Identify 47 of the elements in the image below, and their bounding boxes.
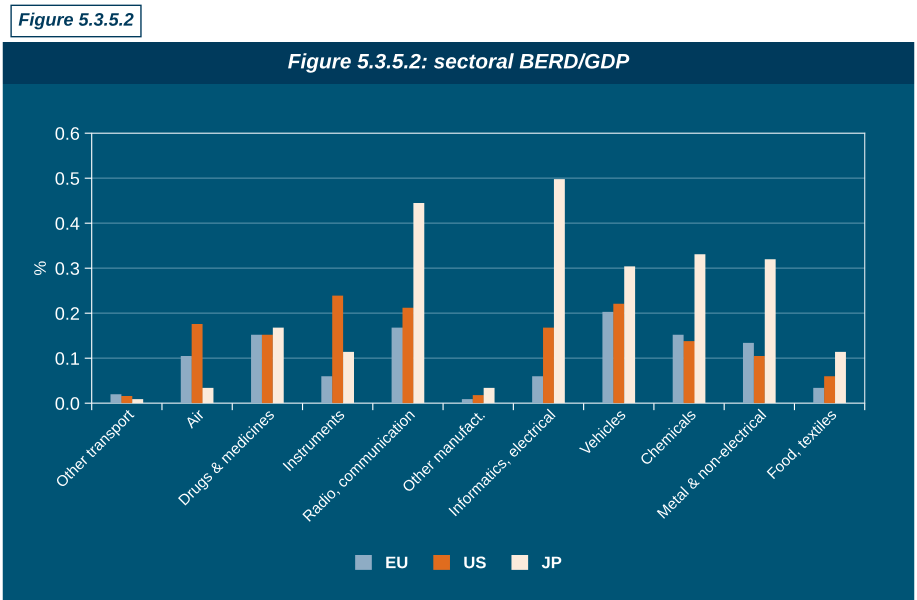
bar	[694, 254, 706, 404]
bar	[202, 388, 214, 404]
y-tick-label: 0.1	[56, 352, 80, 365]
bar	[132, 399, 144, 404]
bar	[813, 388, 824, 404]
bar	[472, 395, 484, 404]
bar	[835, 352, 846, 404]
bar	[121, 396, 132, 404]
bar	[343, 352, 354, 404]
bar	[192, 324, 203, 404]
bar	[672, 334, 684, 404]
chart-title: Figure 5.3.5.2: sectoral BERD/GDP	[288, 53, 630, 73]
legend-label: JP	[542, 556, 562, 568]
bar	[764, 259, 776, 404]
y-tick-label: 0.6	[56, 127, 80, 140]
bar	[742, 342, 754, 404]
bar	[624, 266, 636, 404]
bar	[392, 328, 402, 404]
legend-label: US	[464, 556, 486, 568]
bar	[272, 328, 284, 404]
bar	[321, 376, 332, 404]
bar	[180, 356, 192, 404]
bar	[262, 334, 273, 404]
bar	[110, 394, 122, 404]
y-tick-label: 0.0	[56, 397, 80, 410]
x-tick-label: Air	[184, 408, 205, 429]
bar	[484, 388, 495, 404]
bar	[332, 296, 344, 404]
bar	[413, 202, 424, 404]
legend-label: EU	[386, 556, 408, 568]
y-axis-title: %	[34, 261, 46, 276]
bar	[532, 376, 544, 404]
bar	[462, 399, 473, 404]
bar	[554, 179, 565, 404]
y-tick-label: 0.5	[56, 172, 80, 185]
bar	[402, 308, 414, 404]
y-tick-label: 0.3	[56, 262, 80, 275]
bar	[613, 304, 624, 404]
bar	[602, 312, 614, 404]
bar	[754, 356, 765, 404]
bar	[824, 376, 836, 404]
y-tick-label: 0.2	[56, 307, 79, 320]
y-tick-label: 0.4	[56, 217, 80, 230]
caption: Figure 5.3.5.2	[18, 12, 134, 30]
bar	[543, 328, 554, 404]
bar	[251, 334, 262, 404]
bar	[684, 341, 694, 404]
